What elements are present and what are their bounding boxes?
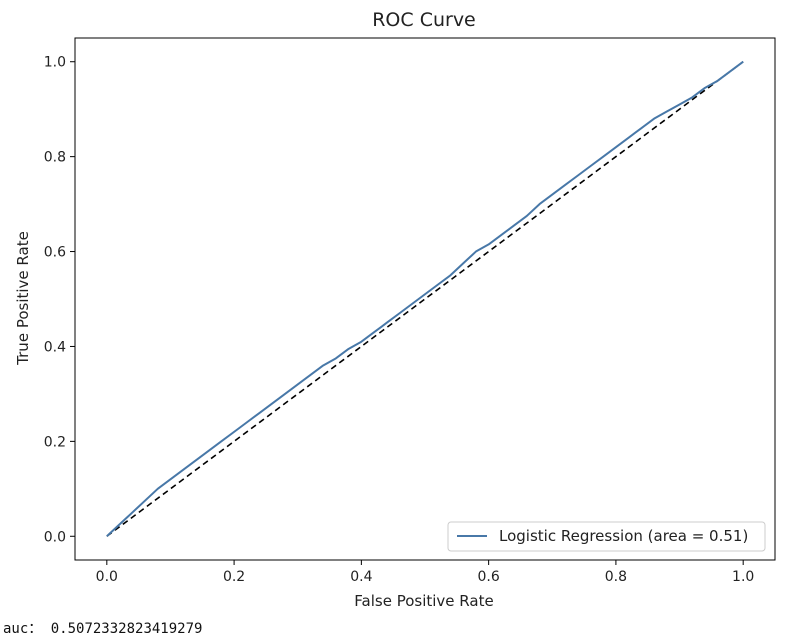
- x-tick-label: 0.6: [478, 569, 500, 585]
- y-tick-label: 0.2: [44, 434, 66, 450]
- y-tick-label: 0.0: [44, 529, 66, 545]
- legend: Logistic Regression (area = 0.51): [447, 521, 766, 552]
- auc-output: auc： 0.5072332823419279: [3, 618, 202, 638]
- legend-box: [447, 521, 766, 552]
- y-tick-label: 1.0: [44, 55, 66, 71]
- series-layer: [106, 60, 744, 538]
- x-tick-label: 0.2: [223, 569, 245, 585]
- y-tick-label: 0.8: [44, 150, 66, 166]
- roc-chart: ROC Curve 0.0 0.2 0.4 0.6 0.8 1.0 0.00.20.40.…: [14, 9, 776, 610]
- x-tick-label: 0.0: [96, 569, 118, 585]
- auc-value: 0.5072332823419279: [50, 621, 203, 637]
- y-axis-label: True Positive Rate: [14, 231, 32, 366]
- x-tick-label: 0.8: [605, 569, 627, 585]
- auc-prefix: auc：: [3, 621, 43, 637]
- plot-area: [74, 37, 776, 561]
- y-tick-label: 0.4: [44, 339, 66, 355]
- x-axis-ticks: 0.0 0.2 0.4 0.6 0.8 1.0: [96, 560, 754, 585]
- y-axis-ticks: 0.0 0.2 0.4 0.6 0.8 1.0: [44, 55, 75, 545]
- plot-frame: [74, 37, 776, 561]
- legend-label: Logistic Regression (area = 0.51): [499, 527, 748, 545]
- diagonal-reference-line: [106, 61, 744, 537]
- y-tick-label: 0.6: [44, 245, 66, 261]
- roc-series-line: [106, 60, 744, 538]
- x-tick-label: 1.0: [732, 569, 754, 585]
- x-axis-label: False Positive Rate: [354, 592, 493, 610]
- x-tick-label: 0.4: [350, 569, 372, 585]
- chart-title: ROC Curve: [372, 9, 476, 31]
